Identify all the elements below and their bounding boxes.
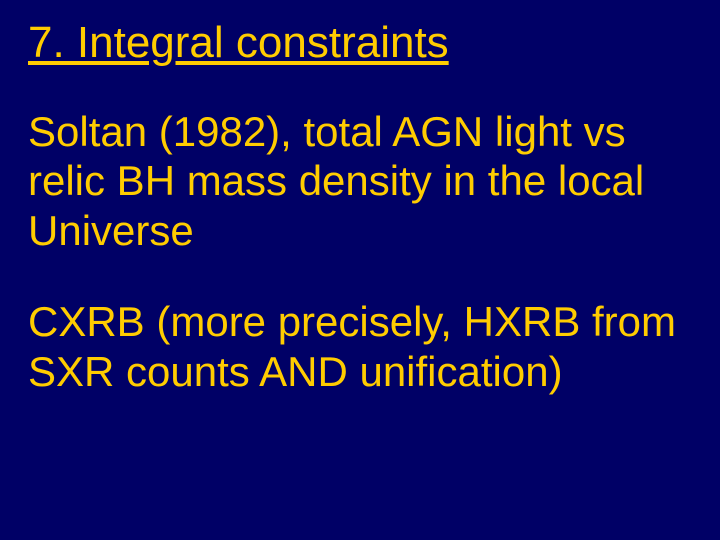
paragraph-1: Soltan (1982), total AGN light vs relic … bbox=[28, 107, 692, 256]
slide-title: 7. Integral constraints bbox=[28, 18, 692, 69]
paragraph-2: CXRB (more precisely, HXRB from SXR coun… bbox=[28, 297, 692, 396]
